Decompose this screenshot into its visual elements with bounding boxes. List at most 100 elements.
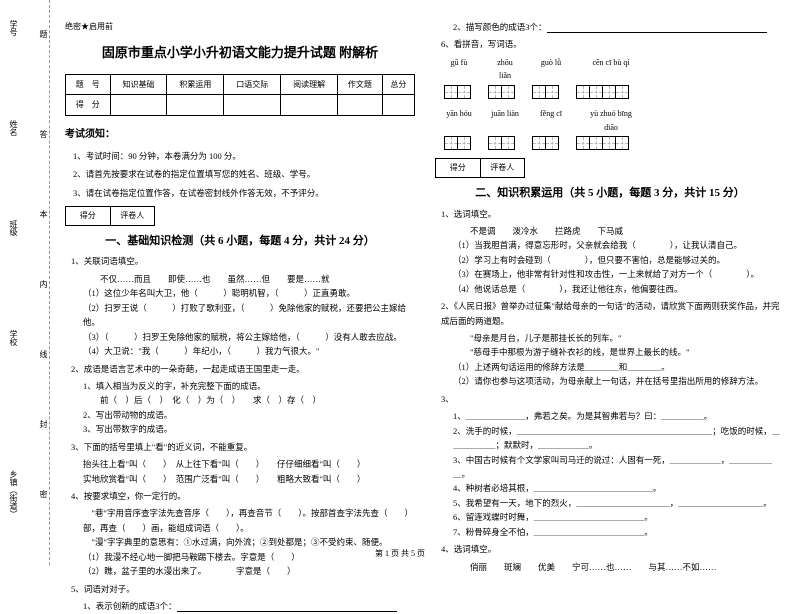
s2q3-l2: 2、洗手的时候，＿＿＿＿＿＿＿＿＿＿＿＿＿＿＿＿＿＿＿＿＿＿＿；吃饭的时候，＿＿… bbox=[453, 424, 785, 453]
grid-row-1 bbox=[445, 85, 785, 99]
s2q1-l3: （3）在赛场上，他非常有针对性和攻击性，一上来就给了对方一个（ ）。 bbox=[453, 267, 785, 281]
q1-l4: （4）大卫说："我（ ）年纪小，（ ）我力气很大。" bbox=[83, 344, 415, 358]
s2q3-l3: 3、中国古时候有个文学家叫司马迁的说过：人固有一死，＿＿＿＿＿＿，＿＿＿＿＿＿。 bbox=[453, 453, 785, 482]
q5-blank2[interactable] bbox=[547, 23, 767, 33]
notice-3: 3、请在试卷指定位置作答，在试卷密封线外作答无效，不予评分。 bbox=[73, 186, 415, 200]
th-5: 作文题 bbox=[338, 74, 383, 95]
bind-label-xuehao: 学号 bbox=[8, 20, 19, 36]
grid-0-0[interactable] bbox=[445, 85, 471, 99]
q5-l1-text: 1、表示创新的成语3个： bbox=[83, 601, 177, 611]
section1-title: 一、基础知识检测（共 6 小题，每题 4 分，共计 24 分） bbox=[65, 232, 415, 251]
s2q2-l1: "母亲是月台，儿子是那挂长长的列车。" bbox=[453, 331, 785, 345]
s2q1-l4: （4）他说话总是（ ），我还让他往东，他偏要往西。 bbox=[453, 282, 785, 296]
q5-l2: 2、描写颜色的成语3个： bbox=[453, 20, 785, 34]
q2-a: 1、填入相当为反义的字，补充完整下面的成语。 bbox=[83, 379, 415, 393]
page-footer: 第 1 页 共 5 页 bbox=[0, 548, 800, 559]
sub-score-b2: 评卷人 bbox=[481, 159, 525, 177]
grid-0-3[interactable] bbox=[577, 85, 629, 99]
py-1-0: yān hóu bbox=[445, 107, 473, 134]
notice-title: 考试须知： bbox=[65, 126, 415, 143]
grid-0-1[interactable] bbox=[489, 85, 515, 99]
q1-opts: 不仅……而且 即使……也 虽然……但 要是……就 bbox=[83, 272, 415, 286]
sub-score-a: 得分 bbox=[66, 207, 111, 225]
q4-stem: 4、按要求填空，你一定行的。 bbox=[71, 489, 415, 503]
binding-margin: 学号 姓名 班级 学校 乡镇（街道） 题 答 本 内 线 封 密 bbox=[0, 0, 50, 565]
s2q1-opts: 不是调 泼冷水 拦路虎 下马威 bbox=[453, 224, 785, 238]
sub-score-box-2: 得分 评卷人 bbox=[435, 158, 525, 178]
grid-1-3[interactable] bbox=[577, 136, 629, 150]
py-1-1: juān liàn bbox=[491, 107, 519, 134]
seal-mark-2: 本 bbox=[38, 210, 49, 218]
td-4[interactable] bbox=[281, 95, 338, 116]
th-2: 积累运用 bbox=[167, 74, 224, 95]
q5-blank[interactable] bbox=[177, 602, 397, 612]
s2q3-l7: 7、粉骨碎身全不怕，＿＿＿＿＿＿＿＿＿＿＿＿＿。 bbox=[453, 525, 785, 539]
py-0-0: gū fù bbox=[445, 56, 473, 83]
th-6: 总分 bbox=[382, 74, 414, 95]
s2q1-l1: （1）当我胆首满，得意忘形时，父亲就会给我（ ），让我认清自己。 bbox=[453, 238, 785, 252]
td-6[interactable] bbox=[382, 95, 414, 116]
grid-1-2[interactable] bbox=[533, 136, 559, 150]
s2q2-l4: （2）请你也参与这项活动，为母亲献上一句话，并在括号里指出所用的修辞方法。 bbox=[453, 374, 785, 388]
exam-title: 固原市重点小学小升初语文能力提升试题 附解析 bbox=[65, 42, 415, 64]
seal-mark-5: 封 bbox=[38, 420, 49, 428]
py-1-2: fěng cī bbox=[537, 107, 565, 134]
s2q3-l4: 4、种树者必培其根，＿＿＿＿＿＿＿＿＿＿＿＿＿＿。 bbox=[453, 481, 785, 495]
s2q1-stem: 1、选词填空。 bbox=[441, 207, 785, 221]
q2-aline: 前（ ）后（ ） 化（ ）为（ ） 求（ ）存（ ） bbox=[83, 393, 415, 407]
pinyin-row-1: gū fù zhōu liǎn guò lǜ cēn cī bù qí bbox=[445, 56, 785, 83]
content-area: 绝密★启用前 固原市重点小学小升初语文能力提升试题 附解析 题 号 知识基础 积… bbox=[50, 0, 800, 565]
bind-label-xiangzhen: 乡镇（街道） bbox=[8, 470, 19, 518]
td-3[interactable] bbox=[224, 95, 281, 116]
q5-l1: 1、表示创新的成语3个： bbox=[83, 599, 415, 613]
q4-l1: "巷"字用音序查字法先查音序（ ），再查音节（ ）。按部首查字法先查（ ）部，再… bbox=[83, 506, 415, 535]
s2q2-l3: （1）上述两句话运用的修辞方法是＿＿＿＿和＿＿＿＿。 bbox=[453, 360, 785, 374]
py-1-3: yù zhuó bīng diāo bbox=[583, 107, 639, 134]
s2q1-l2: （2）学习上有时会碰到（ ），但只要不害怕，总是能够过关的。 bbox=[453, 253, 785, 267]
seal-mark-0: 题 bbox=[38, 30, 49, 38]
q5-l2-text: 2、描写颜色的成语3个： bbox=[453, 22, 547, 32]
grid-1-0[interactable] bbox=[445, 136, 471, 150]
q2-b: 2、写出带动物的成语。 bbox=[83, 408, 415, 422]
td-2[interactable] bbox=[167, 95, 224, 116]
th-4: 阅读理解 bbox=[281, 74, 338, 95]
bind-label-xuexiao: 学校 bbox=[8, 330, 19, 346]
td-5[interactable] bbox=[338, 95, 383, 116]
grid-row-2 bbox=[445, 136, 785, 150]
section2-title: 二、知识积累运用（共 5 小题，每题 3 分，共计 15 分） bbox=[435, 184, 785, 203]
pinyin-row-2: yān hóu juān liàn fěng cī yù zhuó bīng d… bbox=[445, 107, 785, 134]
td-1[interactable] bbox=[110, 95, 167, 116]
s2q4-opts: 俏丽 斑斓 优美 宁可……也…… 与其……不如…… bbox=[453, 560, 785, 574]
s2q3-l6: 6、留连戏蝶时时舞，＿＿＿＿＿＿＿＿＿＿＿＿＿。 bbox=[453, 510, 785, 524]
seal-mark-4: 线 bbox=[38, 350, 49, 358]
q3-l1: 抬头往上看"叫（ ） 从上往下看"叫（ ） 仔仔细细看"叫（ ） bbox=[83, 457, 415, 471]
left-column: 绝密★启用前 固原市重点小学小升初语文能力提升试题 附解析 题 号 知识基础 积… bbox=[65, 20, 415, 540]
py-0-3: cēn cī bù qí bbox=[583, 56, 639, 83]
exam-page: 学号 姓名 班级 学校 乡镇（街道） 题 答 本 内 线 封 密 绝密★启用前 … bbox=[0, 0, 800, 565]
sub-score-a2: 得分 bbox=[436, 159, 481, 177]
grid-0-2[interactable] bbox=[533, 85, 559, 99]
td-0: 得 分 bbox=[66, 95, 111, 116]
notice-2: 2、请首先按要求在试卷的指定位置填写您的姓名、班级、学号。 bbox=[73, 167, 415, 181]
q1-l3: （3）（ ）扫罗王免除他家的赋税，将公主嫁给他，（ ）没有人敢去应战。 bbox=[83, 330, 415, 344]
q5-stem: 5、词语对对子。 bbox=[71, 582, 415, 596]
q3-stem: 3、下面的括号里填上"看"的近义词，不能重复。 bbox=[71, 440, 415, 454]
th-1: 知识基础 bbox=[110, 74, 167, 95]
q6-stem: 6、看拼音，写词语。 bbox=[441, 37, 785, 51]
sub-score-box-1: 得分 评卷人 bbox=[65, 206, 155, 226]
q1-stem: 1、关联词语填空。 bbox=[71, 254, 415, 268]
s2q2-l2: "慈母手中那根为游子缝补衣衫的线，是世界上最长的线。" bbox=[453, 345, 785, 359]
seal-mark-6: 密 bbox=[38, 490, 49, 498]
s2q3-l1: 1、＿＿＿＿＿＿＿，弗若之矣。为是其智弗若与？曰：＿＿＿＿＿。 bbox=[453, 409, 785, 423]
q2-stem: 2、成语是语言艺术中的一朵奇葩，一起走成语王国里走一走。 bbox=[71, 362, 415, 376]
s2q3-l5: 5、我希望有一天，地下的烈火，＿＿＿＿＿＿＿＿＿＿＿，＿＿＿＿＿＿＿＿＿＿。 bbox=[453, 496, 785, 510]
notice-1: 1、考试时间：90 分钟，本卷满分为 100 分。 bbox=[73, 149, 415, 163]
score-table: 题 号 知识基础 积累运用 口语交际 阅读理解 作文题 总分 得 分 bbox=[65, 74, 415, 116]
q3-l2: 实地欣赏看"叫（ ） 范围广泛看"叫（ ） 粗略大致看"叫（ ） bbox=[83, 472, 415, 486]
bind-label-banji: 班级 bbox=[8, 220, 19, 236]
th-0: 题 号 bbox=[66, 74, 111, 95]
th-3: 口语交际 bbox=[224, 74, 281, 95]
score-header-row: 题 号 知识基础 积累运用 口语交际 阅读理解 作文题 总分 bbox=[66, 74, 415, 95]
grid-1-1[interactable] bbox=[489, 136, 515, 150]
s2q3-stem: 3、 bbox=[441, 392, 785, 406]
